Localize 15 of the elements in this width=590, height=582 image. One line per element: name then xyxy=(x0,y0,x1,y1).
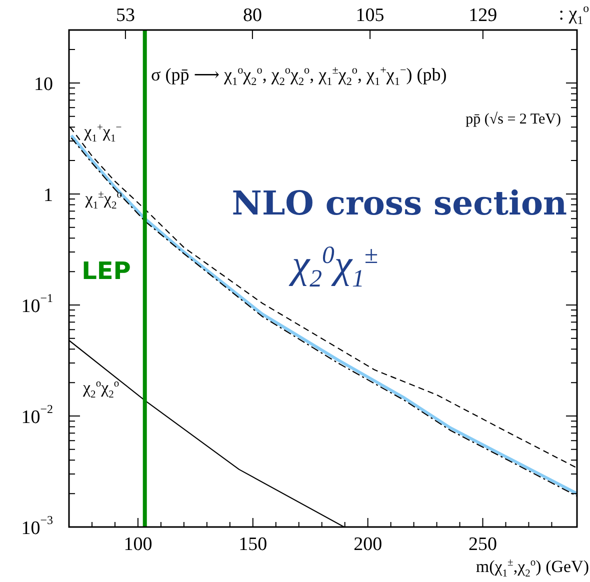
ref-line-label: LEP xyxy=(82,257,131,286)
annotation: NLO cross section xyxy=(232,184,567,222)
x2-tick-label: 53 xyxy=(116,4,135,26)
x-tick-label: 100 xyxy=(124,534,152,555)
x2-tick-label: 105 xyxy=(356,4,384,26)
x-axis-title: m(χ$_{1}$$^{±}$,χ$_{2}$$^{o}$) (GeV) xyxy=(476,557,589,580)
y-tick-label: 10 xyxy=(34,74,53,95)
x-tick-label: 250 xyxy=(468,534,498,555)
x2-tick-label: 129 xyxy=(468,4,498,26)
chart-title: σ (pp̄ ⟶ χ$_{1}$$^{o}$χ$_{2}$$^{o}$, χ$_{2}$$^{o}$χ$_{2}$$^{o}$, χ$_{1}$$^{±}$χ$_{2}$$^{o}$, χ$_{1}$$^{+}$χ$_{1}$$^{−}$) (pb) xyxy=(151,64,447,88)
x-tick-label: 200 xyxy=(354,534,382,555)
x-tick-label: 150 xyxy=(238,534,268,555)
y-tick-label: 1 xyxy=(44,184,53,206)
text: pp̄ (√s = 2 TeV) xyxy=(466,112,561,128)
x2-tick-label: 80 xyxy=(242,4,262,26)
